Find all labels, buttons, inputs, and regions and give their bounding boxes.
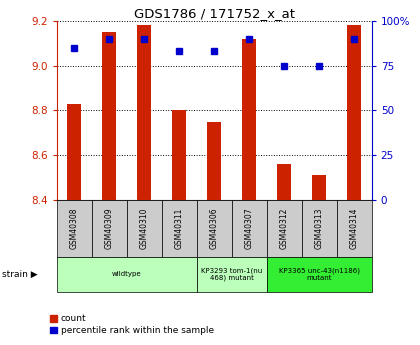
Bar [207, 121, 221, 200]
Text: GSM40311: GSM40311 [175, 208, 184, 249]
Text: GSM40312: GSM40312 [280, 208, 289, 249]
Bar [337, 200, 372, 257]
Text: KP3293 tom-1(nu
468) mutant: KP3293 tom-1(nu 468) mutant [201, 267, 262, 281]
Bar [127, 200, 162, 257]
Bar [232, 200, 267, 257]
Bar [102, 32, 116, 200]
Bar [312, 175, 326, 200]
Bar [347, 25, 361, 200]
Text: wildtype: wildtype [112, 271, 142, 277]
Bar [277, 164, 291, 200]
Bar [92, 200, 127, 257]
Bar [57, 257, 197, 292]
Title: GDS1786 / 171752_x_at: GDS1786 / 171752_x_at [134, 7, 295, 20]
Bar [267, 200, 302, 257]
Bar [137, 25, 151, 200]
Text: GSM40309: GSM40309 [105, 208, 114, 249]
Legend: count, percentile rank within the sample: count, percentile rank within the sample [47, 311, 218, 339]
Text: GSM40314: GSM40314 [350, 208, 359, 249]
Bar [242, 39, 256, 200]
Text: strain ▶: strain ▶ [2, 270, 38, 279]
Bar [67, 104, 81, 200]
Bar [197, 257, 267, 292]
Bar [172, 110, 186, 200]
Bar [267, 257, 372, 292]
Text: GSM40308: GSM40308 [70, 208, 79, 249]
Text: GSM40310: GSM40310 [140, 208, 149, 249]
Bar [302, 200, 337, 257]
Text: GSM40307: GSM40307 [245, 208, 254, 249]
Text: KP3365 unc-43(n1186)
mutant: KP3365 unc-43(n1186) mutant [279, 267, 360, 281]
Bar [162, 200, 197, 257]
Text: GSM40313: GSM40313 [315, 208, 324, 249]
Bar [57, 200, 92, 257]
Text: GSM40306: GSM40306 [210, 208, 219, 249]
Bar [197, 200, 232, 257]
